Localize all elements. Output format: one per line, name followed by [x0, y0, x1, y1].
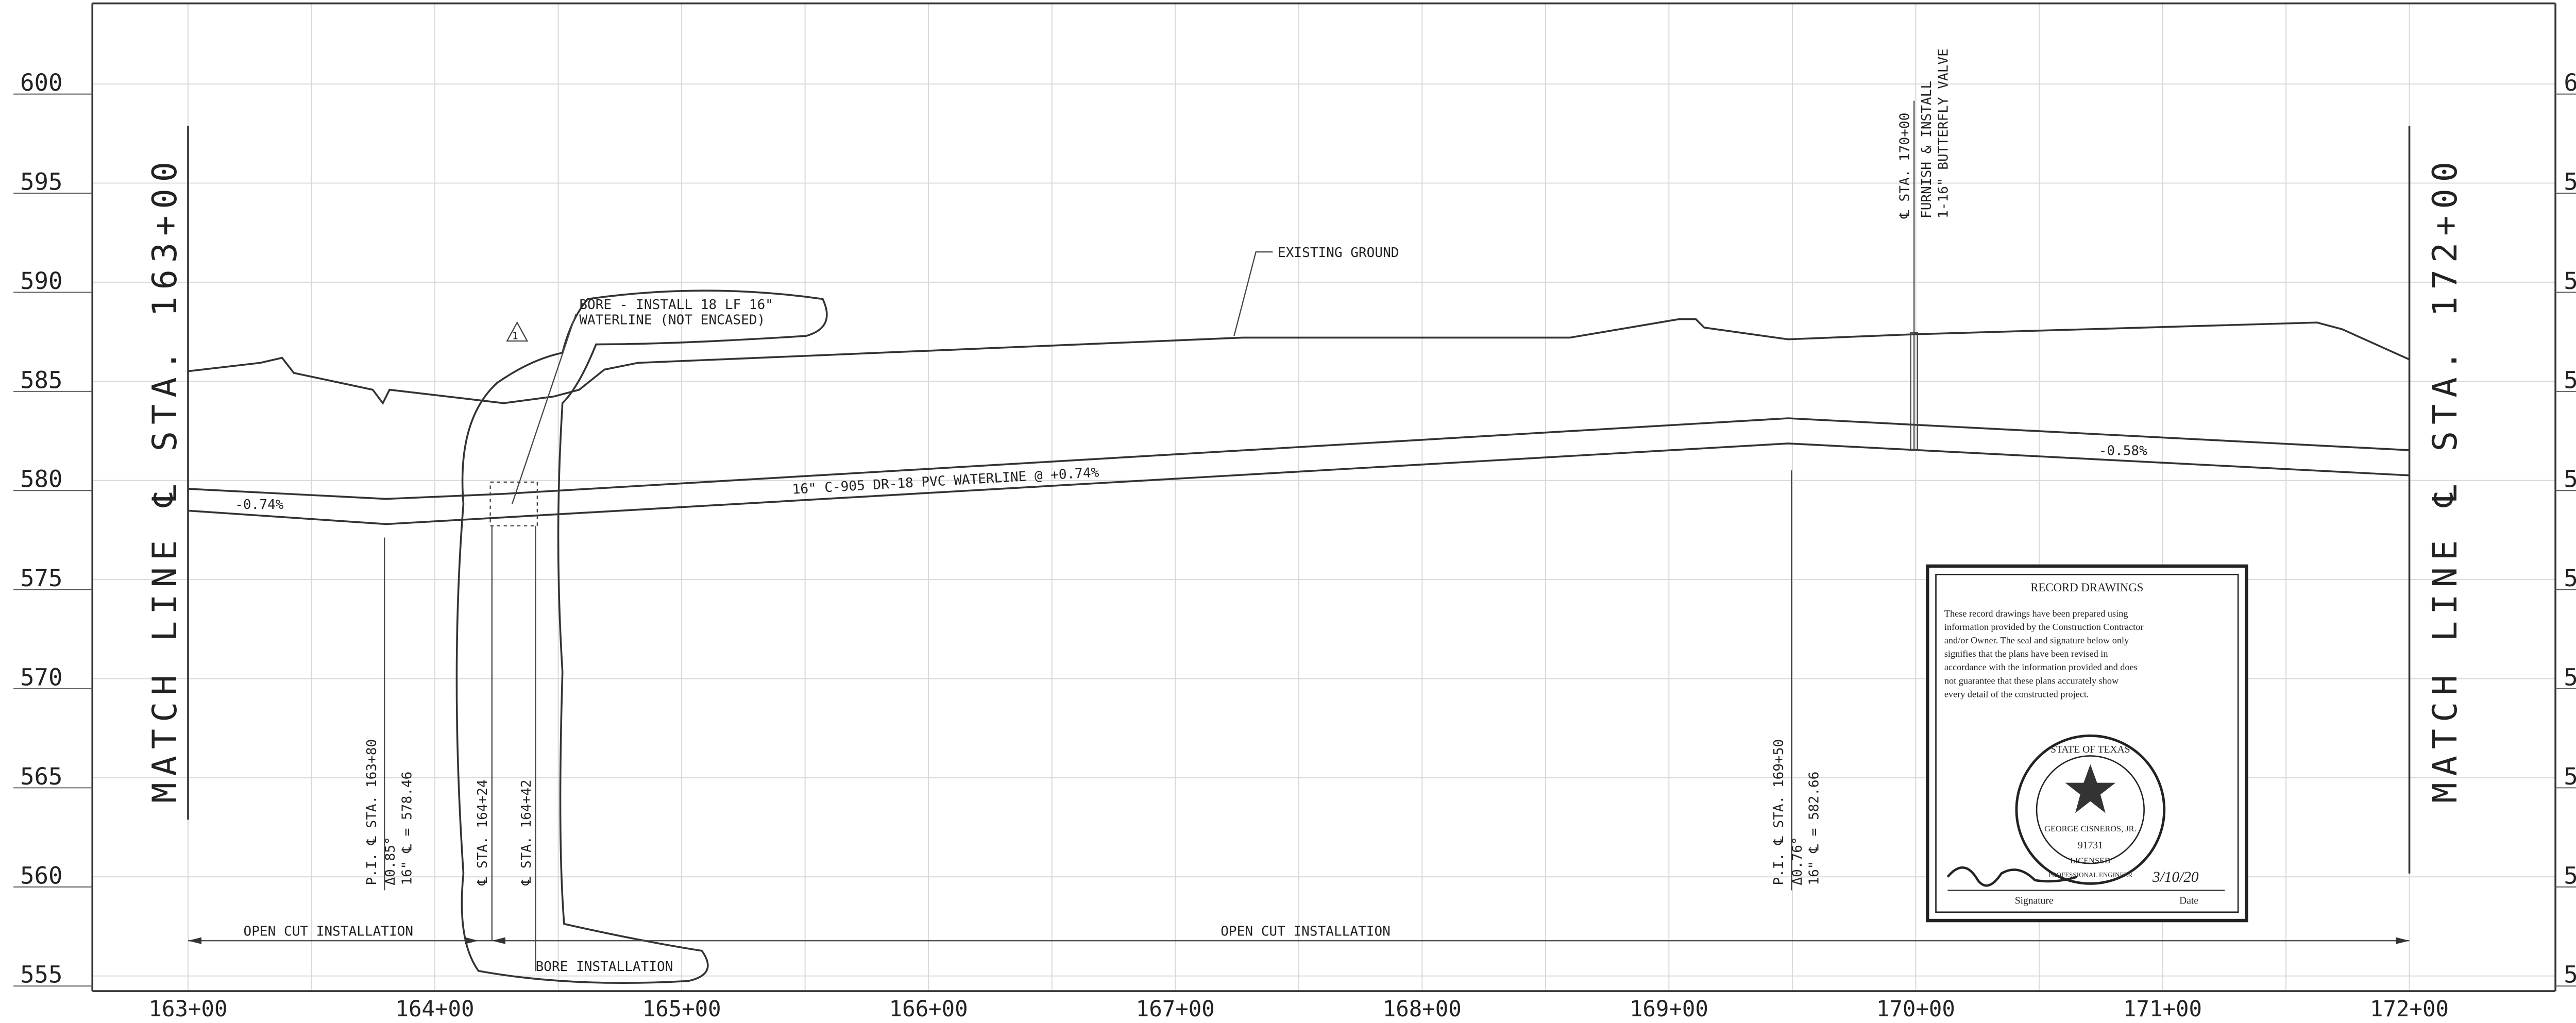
stamp-inner-border: [1935, 573, 2239, 913]
station-label: 169+00: [1630, 996, 1708, 1021]
existing-ground-leader: [1233, 251, 1273, 336]
bore-note: WATERLINE (NOT ENCASED): [579, 312, 765, 328]
station-label: 172+00: [2370, 996, 2449, 1021]
pi1-station: P.I. ℄ STA. 163+80: [364, 739, 380, 885]
grade-left: -0.74%: [235, 497, 283, 513]
stamp-border: [1925, 564, 2248, 923]
seal-profession: PROFESSIONAL ENGINEER: [2048, 871, 2133, 878]
station-label: 163+00: [148, 996, 227, 1021]
pi2-elevation: 16" ℄ = 582.66: [1806, 772, 1822, 885]
valve-note: FURNISH & INSTALL: [1919, 81, 1935, 218]
match-line-left-label: MATCH LINE ℄ STA. 163+00: [145, 155, 184, 803]
seal-inner: [2036, 755, 2145, 864]
pi2-angle: Δ0.76°: [1790, 837, 1805, 885]
station-label: 168+00: [1383, 996, 1462, 1021]
bore-note: BORE - INSTALL 18 LF 16": [579, 297, 773, 313]
pipe-bottom: [188, 442, 2410, 525]
pi1-angle: Δ0.85°: [383, 837, 398, 885]
station-label: 165+00: [642, 996, 721, 1021]
elevation-label-left: 590: [20, 267, 62, 295]
record-stamp: RECORD DRAWINGS These record drawings ha…: [1925, 564, 2248, 923]
valve: [1910, 332, 1918, 451]
revision-number: 1: [512, 330, 518, 342]
elevation-label-left: 560: [20, 862, 62, 889]
seal-number: 91731: [2078, 840, 2103, 851]
station-label: 171+00: [2123, 996, 2202, 1021]
elevation-label-left: 600: [20, 69, 62, 96]
elevation-label-left: 575: [20, 565, 62, 592]
stamp-body-line: signifies that the plans have been revis…: [1944, 649, 2108, 659]
valve-station: ℄ STA. 170+00: [1897, 113, 1912, 219]
open-cut-left: OPEN CUT INSTALLATION: [244, 924, 414, 939]
station-label: 164+00: [396, 996, 474, 1021]
elevation-label-right: 590: [2564, 267, 2576, 295]
station-label: 166+00: [889, 996, 968, 1021]
stamp-body-line: information provided by the Construction…: [1944, 622, 2144, 632]
elevation-label-right: 595: [2564, 168, 2576, 195]
bore-note-leader: [511, 314, 577, 504]
elevation-label-left: 580: [20, 466, 62, 493]
signature-scribble: [1946, 866, 2077, 887]
elevation-label-right: 600: [2564, 69, 2576, 96]
stamp-body-line: accordance with the information provided…: [1944, 662, 2138, 672]
revision-triangle: [506, 321, 529, 342]
pipe-top: [188, 417, 2410, 500]
elevation-label-left: 555: [20, 961, 62, 988]
elevation-label-left: 565: [20, 763, 62, 790]
elevation-label-right: 555: [2564, 961, 2576, 988]
pi1-elevation: 16" ℄ = 578.46: [399, 772, 415, 885]
elevation-label-left: 585: [20, 366, 62, 394]
signature-label: Signature: [2015, 895, 2054, 906]
elevation-label-right: 570: [2564, 664, 2576, 691]
elevation-label-right: 580: [2564, 466, 2576, 493]
bore-cloud: [455, 289, 828, 984]
grade-right: -0.58%: [2099, 444, 2147, 459]
bore-casing: [489, 481, 538, 526]
stamp-body-line: and/or Owner. The seal and signature bel…: [1944, 635, 2129, 645]
bore-end-station: ℄ STA. 164+42: [519, 779, 534, 885]
existing-ground-label: EXISTING GROUND: [1278, 245, 1399, 261]
open-cut-right: OPEN CUT INSTALLATION: [1221, 924, 1391, 939]
seal-outer: [2015, 734, 2166, 885]
station-label: 170+00: [1876, 996, 1955, 1021]
elevation-label-right: 560: [2564, 862, 2576, 889]
stamp-body-line: These record drawings have been prepared…: [1944, 608, 2128, 619]
seal-star: [2065, 764, 2116, 813]
bore-installation: BORE INSTALLATION: [536, 959, 673, 975]
elevation-label-right: 585: [2564, 366, 2576, 394]
stamp-body-line: every detail of the constructed project.: [1944, 689, 2089, 699]
seal-licensed: LICENSED: [2070, 856, 2111, 865]
existing-ground: [188, 318, 2410, 405]
date-written: 3/10/20: [2152, 869, 2199, 885]
seal-state: STATE OF TEXAS: [2050, 744, 2130, 755]
stamp-body-line: not guarantee that these plans accuratel…: [1944, 675, 2119, 686]
date-label: Date: [2179, 895, 2198, 906]
station-label: 167+00: [1136, 996, 1215, 1021]
bore-start-station: ℄ STA. 164+24: [475, 779, 490, 885]
elevation-label-left: 570: [20, 664, 62, 691]
elevation-label-right: 575: [2564, 565, 2576, 592]
axis-labels: 600 600 595 595 590 590 585 585 580 580 575 575 570 5…: [13, 69, 2576, 1021]
stamp-title: RECORD DRAWINGS: [2030, 581, 2143, 594]
valve-note: 1-16" BUTTERFLY VALVE: [1936, 48, 1951, 218]
match-line-right-label: MATCH LINE ℄ STA. 172+00: [2426, 155, 2465, 803]
pi2-station: P.I. ℄ STA. 169+50: [1771, 739, 1787, 885]
elevation-label-left: 595: [20, 168, 62, 195]
seal-name: GEORGE CISNEROS, JR.: [2044, 824, 2136, 833]
stamp-body: These record drawings have been prepared…: [1944, 608, 2144, 700]
elevation-label-right: 565: [2564, 763, 2576, 790]
